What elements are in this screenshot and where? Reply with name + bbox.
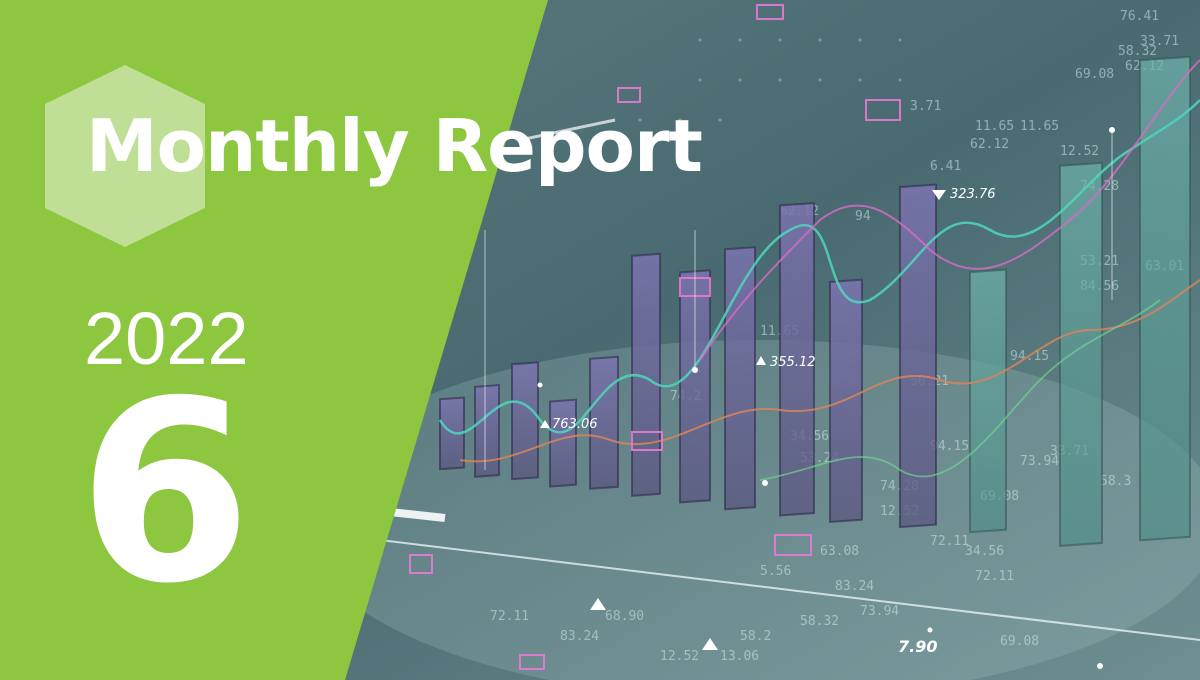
svg-text:94: 94	[855, 209, 871, 224]
chart-label-763: 763.06	[552, 417, 598, 432]
svg-text:72.11: 72.11	[930, 534, 969, 549]
svg-text:11.65: 11.65	[975, 119, 1014, 134]
svg-text:5.56: 5.56	[760, 564, 791, 579]
report-year: 2022	[84, 297, 249, 380]
svg-text:11.65: 11.65	[1020, 119, 1059, 134]
chart-label-355: 355.12	[770, 355, 816, 370]
svg-text:58.2: 58.2	[740, 629, 771, 644]
svg-text:83.24: 83.24	[835, 579, 874, 594]
svg-text:72.11: 72.11	[975, 569, 1014, 584]
svg-text:73.94: 73.94	[1020, 454, 1059, 469]
svg-text:33.71: 33.71	[1140, 34, 1179, 49]
svg-text:83.24: 83.24	[560, 629, 599, 644]
svg-text:58.32: 58.32	[800, 614, 839, 629]
svg-text:94.15: 94.15	[930, 439, 969, 454]
hexagon-shape	[45, 65, 205, 247]
svg-text:58.32: 58.32	[1118, 44, 1157, 59]
chart-label-323: 323.76	[950, 187, 996, 202]
svg-text:12.52: 12.52	[1060, 144, 1099, 159]
chart-label-790: 7.90	[898, 637, 937, 656]
report-month: 6	[78, 347, 252, 638]
svg-text:58.3: 58.3	[1100, 474, 1131, 489]
svg-text:73.94: 73.94	[860, 604, 899, 619]
svg-text:12.52: 12.52	[660, 649, 699, 664]
svg-text:68.90: 68.90	[605, 609, 644, 624]
page-title: Monthly Report	[86, 104, 703, 188]
svg-text:72.11: 72.11	[490, 609, 529, 624]
bg-number: 76.41	[1120, 9, 1159, 24]
svg-text:13.06: 13.06	[720, 649, 759, 664]
svg-text:62.12: 62.12	[970, 137, 1009, 152]
svg-text:34.56: 34.56	[965, 544, 1004, 559]
svg-text:63.08: 63.08	[820, 544, 859, 559]
svg-text:69.08: 69.08	[1075, 67, 1114, 82]
svg-text:69.08: 69.08	[1000, 634, 1039, 649]
svg-text:3.71: 3.71	[910, 99, 941, 114]
svg-text:6.41: 6.41	[930, 159, 961, 174]
